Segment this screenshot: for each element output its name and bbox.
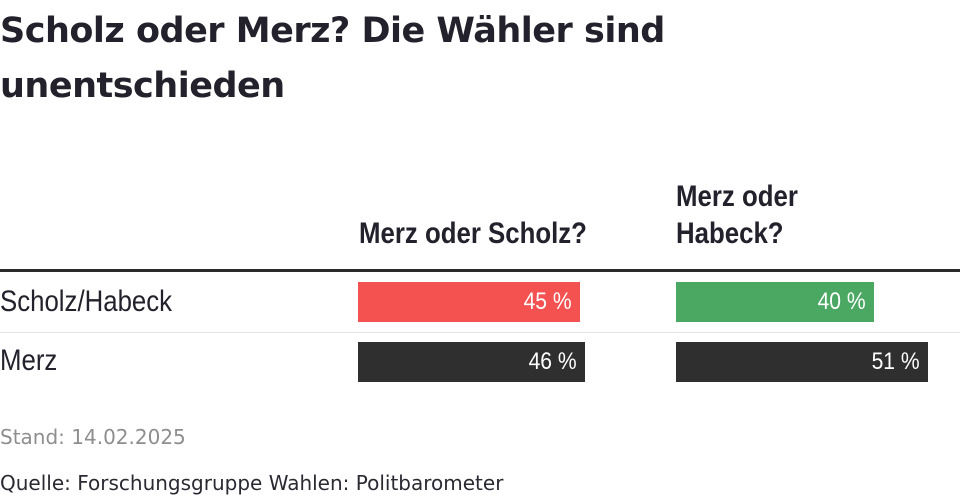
chart-date: Stand: 14.02.2025 bbox=[0, 425, 186, 449]
column-header-merz-habeck: Merz oder Habeck? bbox=[676, 180, 798, 250]
row-divider bbox=[0, 332, 960, 333]
row-label-merz: Merz bbox=[0, 344, 58, 377]
column-header-merz-scholz: Merz oder Scholz? bbox=[359, 217, 587, 250]
header-divider bbox=[0, 269, 960, 272]
bar-value-label: 45 % bbox=[523, 288, 572, 315]
chart-title: Scholz oder Merz? Die Wähler sind unents… bbox=[0, 11, 665, 106]
bar-value-label: 40 % bbox=[817, 288, 866, 315]
bar-merz-merz-scholz: 46 % bbox=[358, 342, 585, 382]
bar-scholz-habeck-merz-habeck: 40 % bbox=[676, 282, 874, 322]
chart-source: Quelle: Forschungsgruppe Wahlen: Politba… bbox=[0, 471, 504, 495]
bar-merz-merz-habeck: 51 % bbox=[676, 342, 928, 382]
bar-value-label: 46 % bbox=[528, 348, 577, 375]
bar-value-label: 51 % bbox=[871, 348, 920, 375]
row-label-scholz-habeck: Scholz/Habeck bbox=[0, 285, 173, 318]
bar-scholz-habeck-merz-scholz: 45 % bbox=[358, 282, 580, 322]
